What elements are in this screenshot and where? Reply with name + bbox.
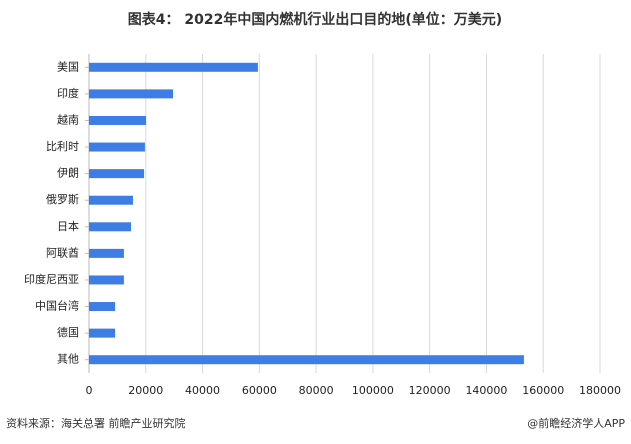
- y-tick-label: 越南: [57, 112, 79, 126]
- y-tick-label: 印度尼西亚: [24, 272, 79, 286]
- x-tick-label: 120000: [409, 384, 451, 397]
- x-tick-label: 140000: [465, 384, 507, 397]
- bar: [89, 328, 116, 338]
- bar: [89, 275, 124, 285]
- bar: [89, 195, 134, 205]
- bar: [89, 142, 145, 152]
- x-tick-label: 180000: [579, 384, 621, 397]
- source: 资料来源：海关总署 前瞻产业研究院: [6, 416, 186, 430]
- x-tick-label: 20000: [128, 384, 163, 397]
- x-tick-label: 100000: [352, 384, 394, 397]
- y-tick-label: 美国: [57, 60, 79, 73]
- bar: [89, 89, 174, 99]
- y-tick-label: 比利时: [46, 140, 79, 153]
- y-tick-label: 中国台湾: [35, 299, 79, 313]
- bar: [89, 62, 258, 72]
- bar: [89, 355, 524, 365]
- x-tick-label: 0: [86, 384, 93, 397]
- chart-title: 图表4： 2022年中国内燃机行业出口目的地(单位：万美元): [128, 11, 502, 28]
- credit: @前瞻经济学人APP: [527, 416, 625, 430]
- x-tick-label: 40000: [185, 384, 220, 397]
- bar: [89, 115, 147, 125]
- x-tick-label: 60000: [242, 384, 277, 397]
- y-tick-label: 其他: [57, 353, 79, 366]
- y-tick-label: 日本: [57, 219, 79, 233]
- x-tick-label: 80000: [299, 384, 334, 397]
- bar: [89, 169, 145, 179]
- bar: [89, 302, 116, 312]
- y-tick-label: 德国: [57, 325, 79, 339]
- y-tick-label: 阿联酋: [46, 245, 79, 259]
- y-tick-label: 俄罗斯: [46, 193, 79, 206]
- y-tick-label: 印度: [57, 86, 79, 100]
- bar: [89, 248, 124, 258]
- bar: [89, 222, 132, 232]
- y-tick-label: 伊朗: [57, 167, 79, 180]
- x-tick-label: 160000: [522, 384, 564, 397]
